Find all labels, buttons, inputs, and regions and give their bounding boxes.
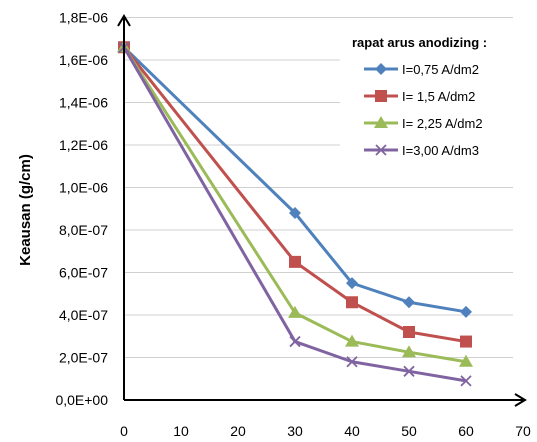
data-point — [403, 365, 415, 377]
data-point — [402, 345, 416, 358]
data-point — [459, 354, 473, 367]
series-lines — [117, 40, 473, 387]
legend-label: I=0,75 A/dm2 — [402, 62, 479, 77]
y-tick-label: 1,0E-06 — [59, 180, 108, 196]
data-point — [460, 305, 472, 318]
data-point — [289, 207, 301, 219]
x-axis-arrow — [514, 393, 527, 407]
legend-box — [340, 26, 528, 162]
legend-marker — [374, 116, 388, 128]
x-tick-label: 20 — [230, 423, 246, 439]
data-point — [460, 335, 472, 348]
gridlines — [124, 17, 513, 358]
axes — [117, 14, 527, 407]
legend: rapat arus anodizing : I=0,75 A/dm2 I= 1,… — [340, 26, 528, 162]
y-axis-arrow — [117, 14, 131, 27]
data-point — [346, 296, 358, 309]
x-tick-label: 40 — [344, 423, 360, 439]
data-point — [289, 335, 301, 348]
data-point — [403, 296, 415, 309]
y-tick-label: 2,0E-07 — [59, 350, 108, 366]
legend-marker — [375, 144, 387, 156]
x-tick-label: 50 — [401, 423, 417, 439]
legend-label: I= 1,5 A/dm2 — [402, 89, 475, 104]
y-tick-label: 0,0E+00 — [55, 392, 108, 408]
legend-marker — [375, 90, 387, 102]
x-tick-label: 60 — [458, 423, 474, 439]
x-tick-label: 30 — [287, 423, 303, 439]
tick-labels: 0,0E+00 2,0E-07 4,0E-07 6,0E-07 8,0E-07 1,0E-… — [55, 10, 531, 440]
y-tick-label: 6,0E-07 — [59, 265, 108, 281]
y-tick-label: 1,2E-06 — [59, 137, 108, 153]
data-point — [346, 356, 358, 368]
legend-marker — [375, 63, 387, 75]
data-point — [346, 277, 358, 290]
legend-label: I=3,00 A/dm3 — [402, 143, 479, 158]
y-tick-label: 8,0E-07 — [59, 222, 108, 238]
y-tick-label: 4,0E-07 — [59, 307, 108, 323]
x-tick-label: 10 — [173, 423, 189, 439]
x-tick-label: 0 — [120, 423, 128, 439]
x-tick-label: 70 — [515, 423, 531, 439]
y-tick-label: 1,4E-06 — [59, 95, 108, 111]
y-axis-label: Keausan (g/cm) — [17, 154, 34, 266]
data-point — [460, 375, 472, 387]
data-point — [289, 255, 301, 268]
data-point — [345, 334, 359, 347]
data-point — [403, 326, 415, 338]
legend-label: I= 2,25 A/dm2 — [402, 116, 483, 131]
y-tick-label: 1,6E-06 — [59, 52, 108, 68]
data-point — [288, 305, 302, 318]
legend-title: rapat arus anodizing : — [352, 35, 487, 50]
y-tick-label: 1,8E-06 — [59, 10, 108, 26]
